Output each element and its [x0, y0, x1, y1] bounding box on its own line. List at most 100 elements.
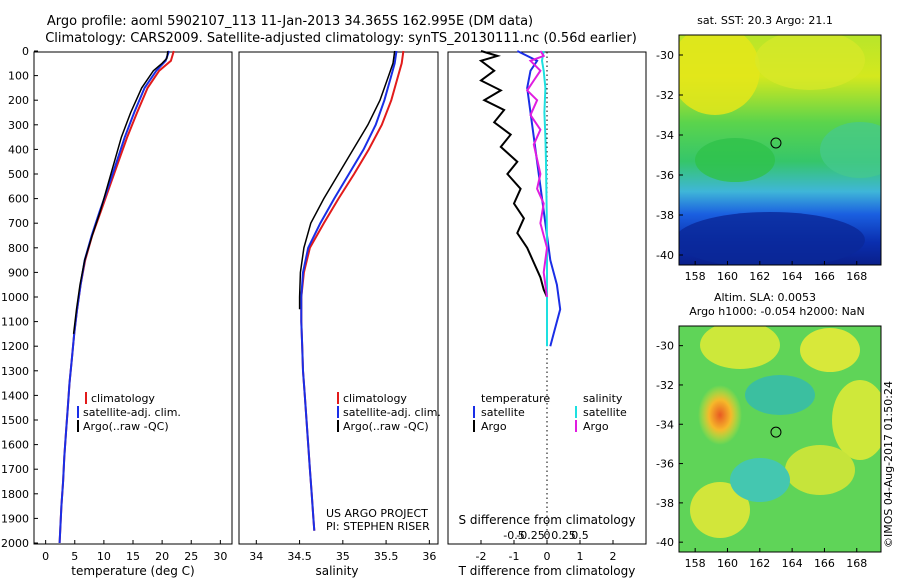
x-tick-label: 15 [126, 550, 140, 563]
depth-tick-label: 1200 [1, 340, 29, 353]
lon-tick-label: 168 [846, 557, 867, 570]
x-tick-label: 2 [610, 550, 617, 563]
figure-title-line1: Argo profile: aoml 5902107_113 11-Jan-20… [47, 14, 533, 29]
depth-tick-label: 900 [8, 266, 29, 279]
x-tick-label: 0 [42, 550, 49, 563]
series-argo-raw-qc-line [72, 50, 169, 334]
salinity-x-axis: 34 34.5 35 35.5 36 [249, 540, 436, 563]
lon-tick-label: 162 [749, 270, 770, 283]
depth-tick-label: 100 [8, 70, 29, 83]
legend-salinity-heading: salinity [583, 392, 623, 405]
sla-anomaly-high [698, 385, 742, 445]
sla-warm-patch [800, 328, 860, 372]
depth-tick-label: 800 [8, 242, 29, 255]
lon-tick-label: 164 [782, 270, 803, 283]
difference-x-axis: -2 -1 0 1 2 -0.5-0.250 0.250.5 [476, 529, 617, 563]
legend-label-sal-argo: Argo [583, 420, 609, 433]
depth-tick-label: 300 [8, 119, 29, 132]
lon-tick-label: 158 [685, 270, 706, 283]
depth-tick-label: 1800 [1, 488, 29, 501]
legend-label-argo: Argo(..raw -QC) [83, 420, 169, 433]
series-temperature-satellite-line [516, 50, 562, 347]
depth-tick-label: 200 [8, 94, 29, 107]
sst-map-title: sat. SST: 20.3 Argo: 21.1 [697, 14, 833, 27]
sst-map-axes: 158 160 162 164 166 168 -30 -32 -34 -36 -38 -40 [656, 49, 867, 283]
salinity-panel: 34 34.5 35 35.5 36 salinity climatology sate… [238, 50, 441, 578]
x-tick-label: 30 [213, 550, 227, 563]
lon-tick-label: 160 [717, 557, 738, 570]
sst-map-frame [678, 34, 882, 266]
depth-tick-label: 1300 [1, 365, 29, 378]
lat-tick-label: -36 [656, 458, 674, 471]
x-tick-label: 20 [155, 550, 169, 563]
sla-map-frame [678, 325, 882, 553]
salinity-legend: climatology satellite-adj. clim. Argo(..… [337, 392, 441, 433]
salinity-x-label: salinity [315, 564, 358, 578]
lat-tick-label: -40 [656, 536, 674, 549]
x-tick-label: 36 [422, 550, 436, 563]
lon-tick-label: 166 [814, 270, 835, 283]
x-tick-label: 0 [544, 550, 551, 563]
sst-warm-patch [755, 35, 865, 90]
temperature-plot-frame [33, 51, 233, 545]
temperature-x-label: temperature (deg C) [71, 564, 194, 578]
sst-warm-patch [679, 35, 760, 115]
legend-label-temp-satellite: satellite [481, 406, 525, 419]
depth-tick-label: 1400 [1, 389, 29, 402]
temperature-legend: climatology satellite-adj. clim. Argo(..… [77, 392, 181, 433]
sla-map-title-line2: Argo h1000: -0.054 h2000: NaN [689, 305, 865, 318]
x-tick-label: 1 [577, 550, 584, 563]
sst-green-patch [695, 138, 775, 182]
sla-map: Altim. SLA: 0.0053 Argo h1000: -0.054 h2… [656, 291, 895, 570]
sla-warm-patch [690, 482, 750, 538]
x-tick-label: 34.5 [287, 550, 312, 563]
legend-label-sal-satellite: satellite [583, 406, 627, 419]
temperature-panel: 0100200300400500600700800900100011001200… [1, 45, 233, 578]
x-tick-label: -2 [476, 550, 487, 563]
sla-map-title-line1: Altim. SLA: 0.0053 [714, 291, 816, 304]
lat-tick-label: -38 [656, 497, 674, 510]
project-name: US ARGO PROJECT [326, 507, 428, 520]
salinity-series [298, 50, 405, 531]
lon-tick-label: 164 [782, 557, 803, 570]
salinity-plot-frame [238, 51, 439, 545]
lon-tick-label: 166 [814, 557, 835, 570]
depth-tick-label: 0 [22, 45, 29, 58]
lat-tick-label: -34 [656, 418, 674, 431]
salinity-diff-tick-label: 0.5 [571, 529, 589, 542]
temperature-series [58, 50, 175, 544]
depth-tick-label: 2000 [1, 537, 29, 550]
sla-warm-patch [832, 380, 881, 460]
series-salinity-argo-line [525, 50, 549, 298]
sst-field [679, 35, 881, 265]
salinity-diff-tick-label: -0.25 [516, 529, 544, 542]
sst-cold-patch [679, 212, 865, 265]
sla-field [679, 326, 881, 552]
x-tick-label: 35 [336, 550, 350, 563]
series-salinity-satellite-line [540, 50, 548, 347]
depth-tick-label: 600 [8, 193, 29, 206]
legend-label-temp-argo: Argo [481, 420, 507, 433]
depth-tick-label: 700 [8, 217, 29, 230]
series-temperature-argo-line [478, 50, 548, 298]
legend-temperature-heading: temperature [481, 392, 550, 405]
lat-tick-label: -36 [656, 169, 674, 182]
sla-cool-patch [730, 458, 790, 502]
depth-tick-label: 1000 [1, 291, 29, 304]
x-tick-label: 5 [71, 550, 78, 563]
salinity-diff-tick-label: 0.25 [551, 529, 576, 542]
lon-tick-label: 168 [846, 270, 867, 283]
legend-label-satellite: satellite-adj. clim. [343, 406, 441, 419]
sla-cool-patch [745, 375, 815, 415]
sst-map: sat. SST: 20.3 Argo: 21.1 158 160 162 164 16… [656, 14, 882, 283]
lat-tick-label: -30 [656, 49, 674, 62]
x-tick-label: -1 [509, 550, 520, 563]
lat-tick-label: -30 [656, 340, 674, 353]
x-tick-label: 34 [249, 550, 263, 563]
s-difference-label: S difference from climatology [459, 513, 636, 527]
legend-label-climatology: climatology [343, 392, 407, 405]
difference-series [478, 50, 562, 347]
series-argo-raw-qc-line [298, 50, 396, 310]
depth-tick-label: 1600 [1, 439, 29, 452]
